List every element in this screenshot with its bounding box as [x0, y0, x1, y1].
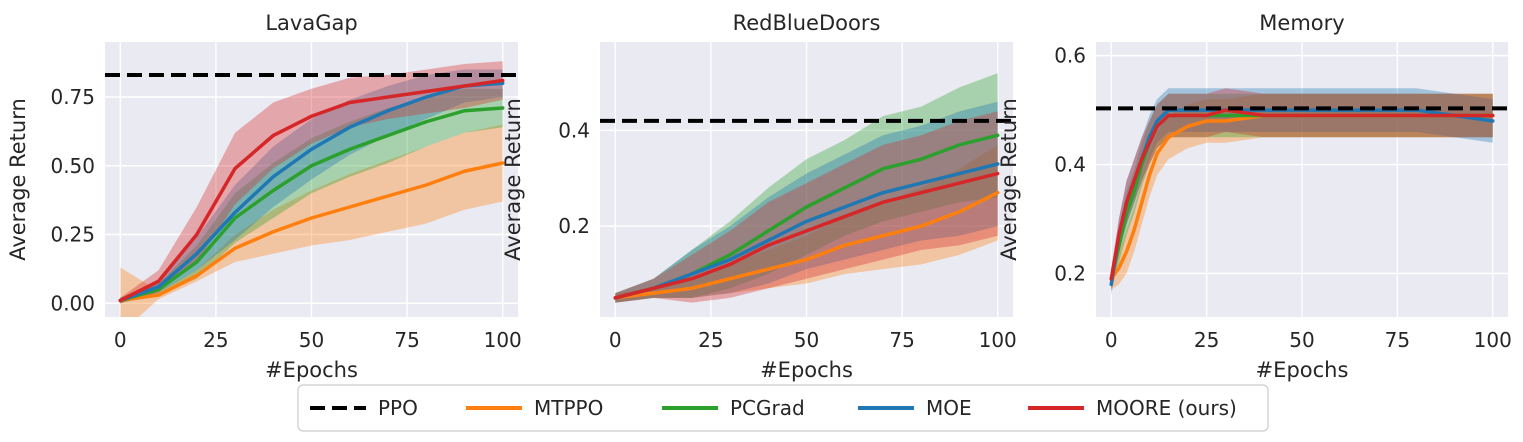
- x-axis-label-redbluedoors: #Epochs: [760, 358, 853, 382]
- x-tick-label: 25: [203, 328, 228, 352]
- y-tick-label: 0.50: [50, 154, 95, 178]
- legend-label-mtppo: MTPPO: [534, 396, 603, 420]
- series-line-moe: [118, 81, 505, 303]
- panel-title-memory: Memory: [1259, 11, 1344, 35]
- band-moe: [120, 69, 503, 304]
- panel-lavagap: 0 25 50 75 100 0.00 0.25 0.50 0.75 LavaGap #Epochs…: [6, 11, 522, 382]
- series-group-redbluedoors: [613, 73, 1000, 303]
- x-tick-label: 50: [299, 328, 324, 352]
- legend-box: [297, 384, 1269, 432]
- series-line-moore-ours: [1109, 108, 1495, 281]
- grid-memory: [1096, 42, 1508, 317]
- y-axis-label-lavagap: Average Return: [6, 98, 30, 261]
- panel-title-lavagap: LavaGap: [265, 11, 357, 35]
- x-tick-label: 75: [1385, 328, 1410, 352]
- y-tick-label: 0.2: [1054, 261, 1086, 285]
- y-tick-label: 0.6: [1054, 44, 1086, 68]
- y-tick-label: 0.4: [558, 118, 590, 142]
- band-pcgrad: [615, 73, 998, 303]
- series-group-lavagap: [118, 61, 505, 317]
- x-tick-label: 100: [484, 328, 522, 352]
- band-moe: [615, 101, 998, 303]
- chart-panels: 0 25 50 75 100 0.00 0.25 0.50 0.75 LavaGap #Epochs…: [6, 11, 1512, 382]
- x-tick-label: 25: [698, 328, 723, 352]
- panel-redbluedoors: 0 25 50 75 100 0.2 0.4 RedBlueDoors #Epochs Avera…: [501, 11, 1017, 382]
- x-tick-label: 0: [114, 328, 127, 352]
- y-axis-label-redbluedoors: Average Return: [501, 98, 525, 261]
- x-axis-label-memory: #Epochs: [1256, 358, 1349, 382]
- series-line-pcgrad: [118, 106, 505, 303]
- band-mtppo: [615, 144, 998, 303]
- y-tick-label: 0.2: [558, 214, 590, 238]
- series-line-mtppo: [118, 161, 505, 303]
- band-mtppo: [120, 124, 503, 317]
- series-line-moore-ours: [118, 78, 505, 303]
- x-axis-label-lavagap: #Epochs: [265, 358, 358, 382]
- legend-label-moe: MOE: [926, 396, 972, 420]
- grid-lavagap: [105, 42, 518, 317]
- panel-memory: 0 25 50 75 100 0.2 0.4 0.6 Memory #Epochs Average …: [997, 11, 1512, 382]
- series-line-mtppo: [613, 190, 1000, 300]
- band-pcgrad: [1111, 93, 1493, 290]
- legend-label-pcgrad: PCGrad: [730, 396, 805, 420]
- x-tick-label: 0: [609, 328, 622, 352]
- y-tick-label: 0.4: [1054, 153, 1086, 177]
- x-tick-label: 25: [1194, 328, 1219, 352]
- panel-title-redbluedoors: RedBlueDoors: [733, 11, 881, 35]
- y-axis-label-memory: Average Return: [997, 98, 1021, 261]
- x-tick-label: 75: [394, 328, 419, 352]
- band-mtppo: [1111, 93, 1493, 290]
- y-tick-label: 0.75: [50, 85, 95, 109]
- series-line-moe: [613, 162, 1000, 300]
- x-tick-label: 0: [1105, 328, 1118, 352]
- legend-label-ppo: PPO: [378, 396, 418, 420]
- x-tick-label: 50: [1289, 328, 1314, 352]
- x-tick-label: 100: [1474, 328, 1512, 352]
- x-tick-label: 50: [794, 328, 819, 352]
- legend: PPO MTPPO PCGrad MOE MOORE (ours): [297, 384, 1269, 432]
- legend-label-moore-ours: MOORE (ours): [1096, 396, 1237, 420]
- series-line-moore-ours: [613, 171, 1000, 300]
- y-tick-label: 0.25: [50, 223, 95, 247]
- x-tick-label: 75: [889, 328, 914, 352]
- band-pcgrad: [120, 88, 503, 304]
- y-tick-label: 0.00: [50, 291, 95, 315]
- x-tick-label: 100: [979, 328, 1017, 352]
